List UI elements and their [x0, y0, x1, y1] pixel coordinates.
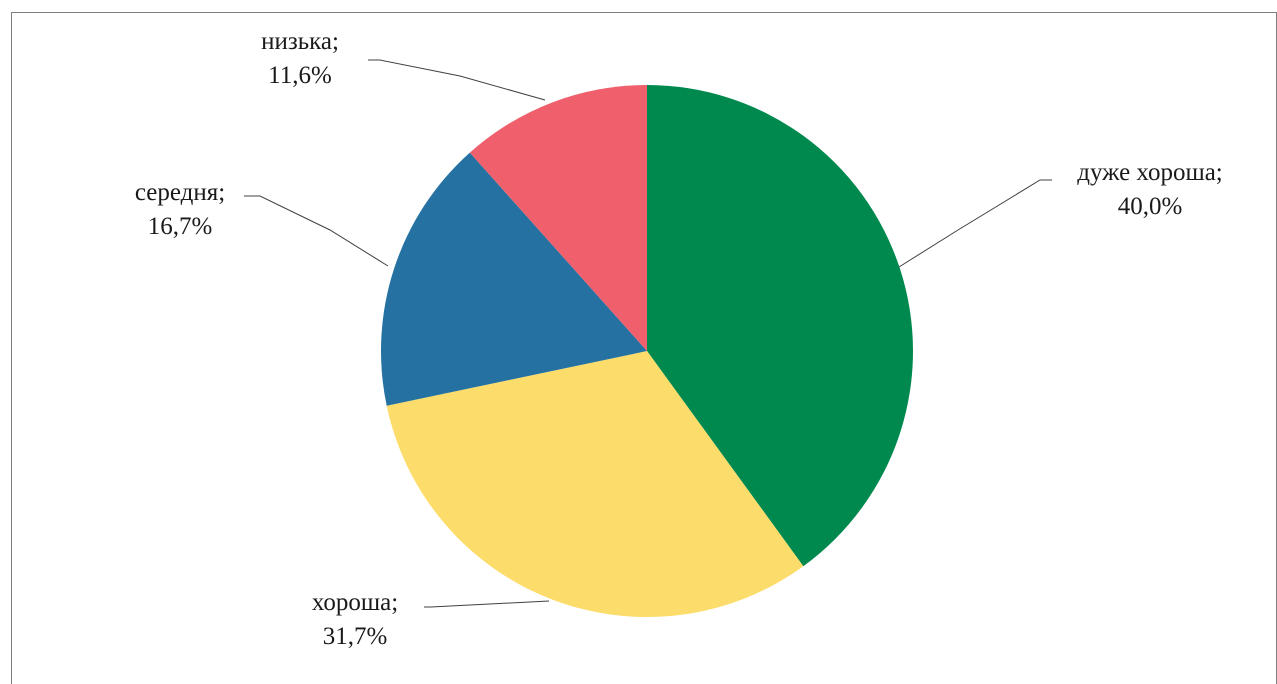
pie-slice-дуже-хороша — [647, 85, 914, 567]
data-label-value: 16,7% — [148, 213, 213, 240]
data-label-category: дуже хороша; — [1077, 159, 1223, 186]
leader-line — [368, 59, 546, 101]
pie-slice-низька — [469, 85, 647, 351]
data-label: хороша; 31,7% — [312, 589, 398, 650]
data-label-category: низька; — [261, 28, 339, 55]
data-labels: дуже хороша; 40,0% хороша; 31,7% середня; 16,… — [135, 28, 1223, 650]
leader-lines — [244, 59, 1052, 608]
pie-slices — [381, 85, 914, 617]
data-label: низька; 11,6% — [261, 28, 339, 89]
leader-line — [424, 600, 550, 608]
data-label-value: 40,0% — [1118, 193, 1183, 220]
data-label: середня; 16,7% — [135, 179, 225, 240]
data-label-value: 31,7% — [323, 623, 388, 650]
data-label-category: середня; — [135, 179, 225, 206]
leader-line — [898, 179, 1052, 268]
leader-line — [244, 195, 389, 267]
pie-slice-середня — [381, 152, 647, 406]
data-label: дуже хороша; 40,0% — [1077, 159, 1223, 220]
data-label-value: 11,6% — [268, 62, 332, 89]
pie-slice-хороша — [386, 351, 804, 617]
data-label-category: хороша; — [312, 589, 398, 616]
